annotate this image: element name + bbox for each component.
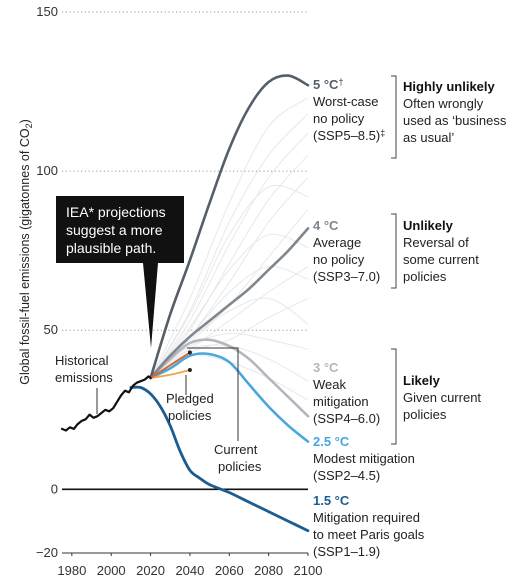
likelihood-bracket-0 bbox=[391, 75, 397, 159]
x-tick-label-4: 2060 bbox=[215, 563, 244, 578]
scenario-label-ssp370: 4 °C Average no policy (SSP3–7.0) bbox=[313, 218, 380, 284]
scenario-3-line-1: Weak bbox=[313, 377, 346, 392]
y-tick-label-0: 150 bbox=[36, 4, 58, 19]
likelihood-bracket-1 bbox=[391, 213, 397, 289]
series-line-ssp119 bbox=[129, 385, 310, 533]
likelihood-highly-unlikely: Highly unlikely Often wrongly used as ‘b… bbox=[403, 79, 507, 145]
likelihood-title-1: Highly unlikely bbox=[403, 79, 496, 94]
scenario-25-line-2: (SSP2–4.5) bbox=[313, 468, 380, 483]
y-tick-label-3: 0 bbox=[51, 481, 58, 496]
gridlines bbox=[62, 11, 308, 554]
scenario-label-ssp460: 3 °C Weak mitigation (SSP4–6.0) bbox=[313, 360, 380, 426]
scenario-5-line-1: Worst-case bbox=[313, 94, 379, 109]
likelihood-bracket-2 bbox=[391, 348, 397, 445]
y-axis-title: Global fossil-fuel emissions (gigatonnes… bbox=[18, 119, 34, 385]
y-axis-label-close: ) bbox=[18, 119, 32, 123]
likelihood-unlikely: Unlikely Reversal of some current polici… bbox=[403, 218, 479, 284]
likelihood-1-line-2: used as ‘business bbox=[403, 113, 507, 128]
scenario-3-line-2: mitigation bbox=[313, 394, 369, 409]
series-lines bbox=[60, 74, 310, 533]
likelihood-1-line-1: Often wrongly bbox=[403, 96, 484, 111]
x-tick-label-6: 2100 bbox=[294, 563, 323, 578]
scenario-25-line-1: Modest mitigation bbox=[313, 451, 415, 466]
series-line-historical bbox=[60, 375, 152, 432]
pledged-label-1: Pledged bbox=[166, 391, 214, 406]
temp-label-4c: 4 °C bbox=[313, 218, 339, 233]
background-scenario-line-8 bbox=[150, 332, 309, 379]
current-label-1: Current bbox=[214, 442, 258, 457]
background-scenario-line-6 bbox=[150, 266, 309, 379]
background-scenario-line-12 bbox=[150, 233, 309, 379]
iea-callout: IEA* projections suggest a more plausibl… bbox=[56, 196, 184, 348]
annotations: Historical emissions Pledged policies Cu… bbox=[55, 347, 262, 474]
pledged-label-2: policies bbox=[168, 408, 212, 423]
likelihood-likely: Likely Given current policies bbox=[403, 373, 481, 422]
historical-label-1: Historical bbox=[55, 353, 109, 368]
scenario-3-line-3: (SSP4–6.0) bbox=[313, 411, 380, 426]
end-dot-current bbox=[187, 350, 192, 355]
background-scenario-line-2 bbox=[150, 132, 309, 379]
callout-line-2: suggest a more bbox=[66, 222, 163, 238]
series-line-ssp460 bbox=[149, 338, 310, 418]
temp-label-2-5c: 2.5 °C bbox=[313, 434, 350, 449]
likelihood-2-line-1: Reversal of bbox=[403, 235, 469, 250]
callout-box bbox=[56, 196, 184, 348]
likelihood-3-line-1: Given current bbox=[403, 390, 481, 405]
historical-label-2: emissions bbox=[55, 370, 113, 385]
likelihood-2-line-2: some current bbox=[403, 252, 479, 267]
series-line-ssp245 bbox=[149, 352, 310, 443]
scenario-15-line-2: to meet Paris goals bbox=[313, 527, 425, 542]
temp-label-1-5c: 1.5 °C bbox=[313, 493, 350, 508]
scenario-15-line-1: Mitigation required bbox=[313, 510, 420, 525]
x-tick-label-0: 1980 bbox=[57, 563, 86, 578]
scenario-4-line-3: (SSP3–7.0) bbox=[313, 269, 380, 284]
y-tick-label-4: −20 bbox=[36, 545, 58, 560]
current-label-2: policies bbox=[218, 459, 262, 474]
likelihood-title-2: Unlikely bbox=[403, 218, 454, 233]
y-tick-label-1: 100 bbox=[36, 163, 58, 178]
scenario-15-line-3: (SSP1–1.9) bbox=[313, 544, 380, 559]
likelihood-title-3: Likely bbox=[403, 373, 441, 388]
end-dot-pledged bbox=[187, 368, 192, 373]
scenario-5-line-3: (SSP5–8.5)‡ bbox=[313, 128, 385, 143]
series-line-ssp370 bbox=[149, 227, 310, 380]
scenario-label-ssp585: 5 °C† Worst-case no policy (SSP5–8.5)‡ bbox=[313, 77, 385, 143]
y-axis-label-sub: 2 bbox=[24, 123, 34, 128]
series-line-pledged bbox=[149, 369, 191, 379]
temp-label-3c: 3 °C bbox=[313, 360, 339, 375]
background-scenario-line-3 bbox=[150, 154, 309, 379]
likelihood-1-line-3: as usual’ bbox=[403, 130, 454, 145]
series-line-current bbox=[149, 351, 191, 379]
x-tick-label-3: 2040 bbox=[175, 563, 204, 578]
background-scenario-line-1 bbox=[150, 113, 309, 379]
scenario-5-line-2: no policy bbox=[313, 111, 365, 126]
likelihood-brackets bbox=[391, 75, 397, 445]
scenario-4-line-1: Average bbox=[313, 235, 361, 250]
scenario-4-line-2: no policy bbox=[313, 252, 365, 267]
background-scenario-line-14 bbox=[150, 185, 309, 379]
likelihood-3-line-2: policies bbox=[403, 407, 447, 422]
callout-line-3: plausible path. bbox=[66, 240, 156, 256]
background-scenario-line-0 bbox=[150, 97, 309, 379]
temp-label-5c: 5 °C† bbox=[313, 77, 343, 92]
x-tick-label-2: 2020 bbox=[136, 563, 165, 578]
svg-text:Global fossil-fuel emissions (: Global fossil-fuel emissions (gigatonnes… bbox=[18, 119, 34, 385]
axes: 150 100 50 0 −20 1980 2000 2020 2040 2060 2080 2100 bbox=[36, 4, 323, 578]
x-tick-label-1: 2000 bbox=[97, 563, 126, 578]
likelihood-2-line-3: policies bbox=[403, 269, 447, 284]
y-tick-label-2: 50 bbox=[44, 322, 58, 337]
callout-line-1: IEA* projections bbox=[66, 204, 166, 220]
scenario-label-ssp245: 2.5 °C Modest mitigation (SSP2–4.5) bbox=[313, 434, 415, 483]
x-tick-label-5: 2080 bbox=[254, 563, 283, 578]
series-line-ssp585 bbox=[149, 74, 310, 380]
current-leader bbox=[187, 347, 239, 441]
scenario-label-ssp119: 1.5 °C Mitigation required to meet Paris… bbox=[313, 493, 425, 559]
y-axis-label: Global fossil-fuel emissions (gigatonnes… bbox=[18, 128, 32, 385]
